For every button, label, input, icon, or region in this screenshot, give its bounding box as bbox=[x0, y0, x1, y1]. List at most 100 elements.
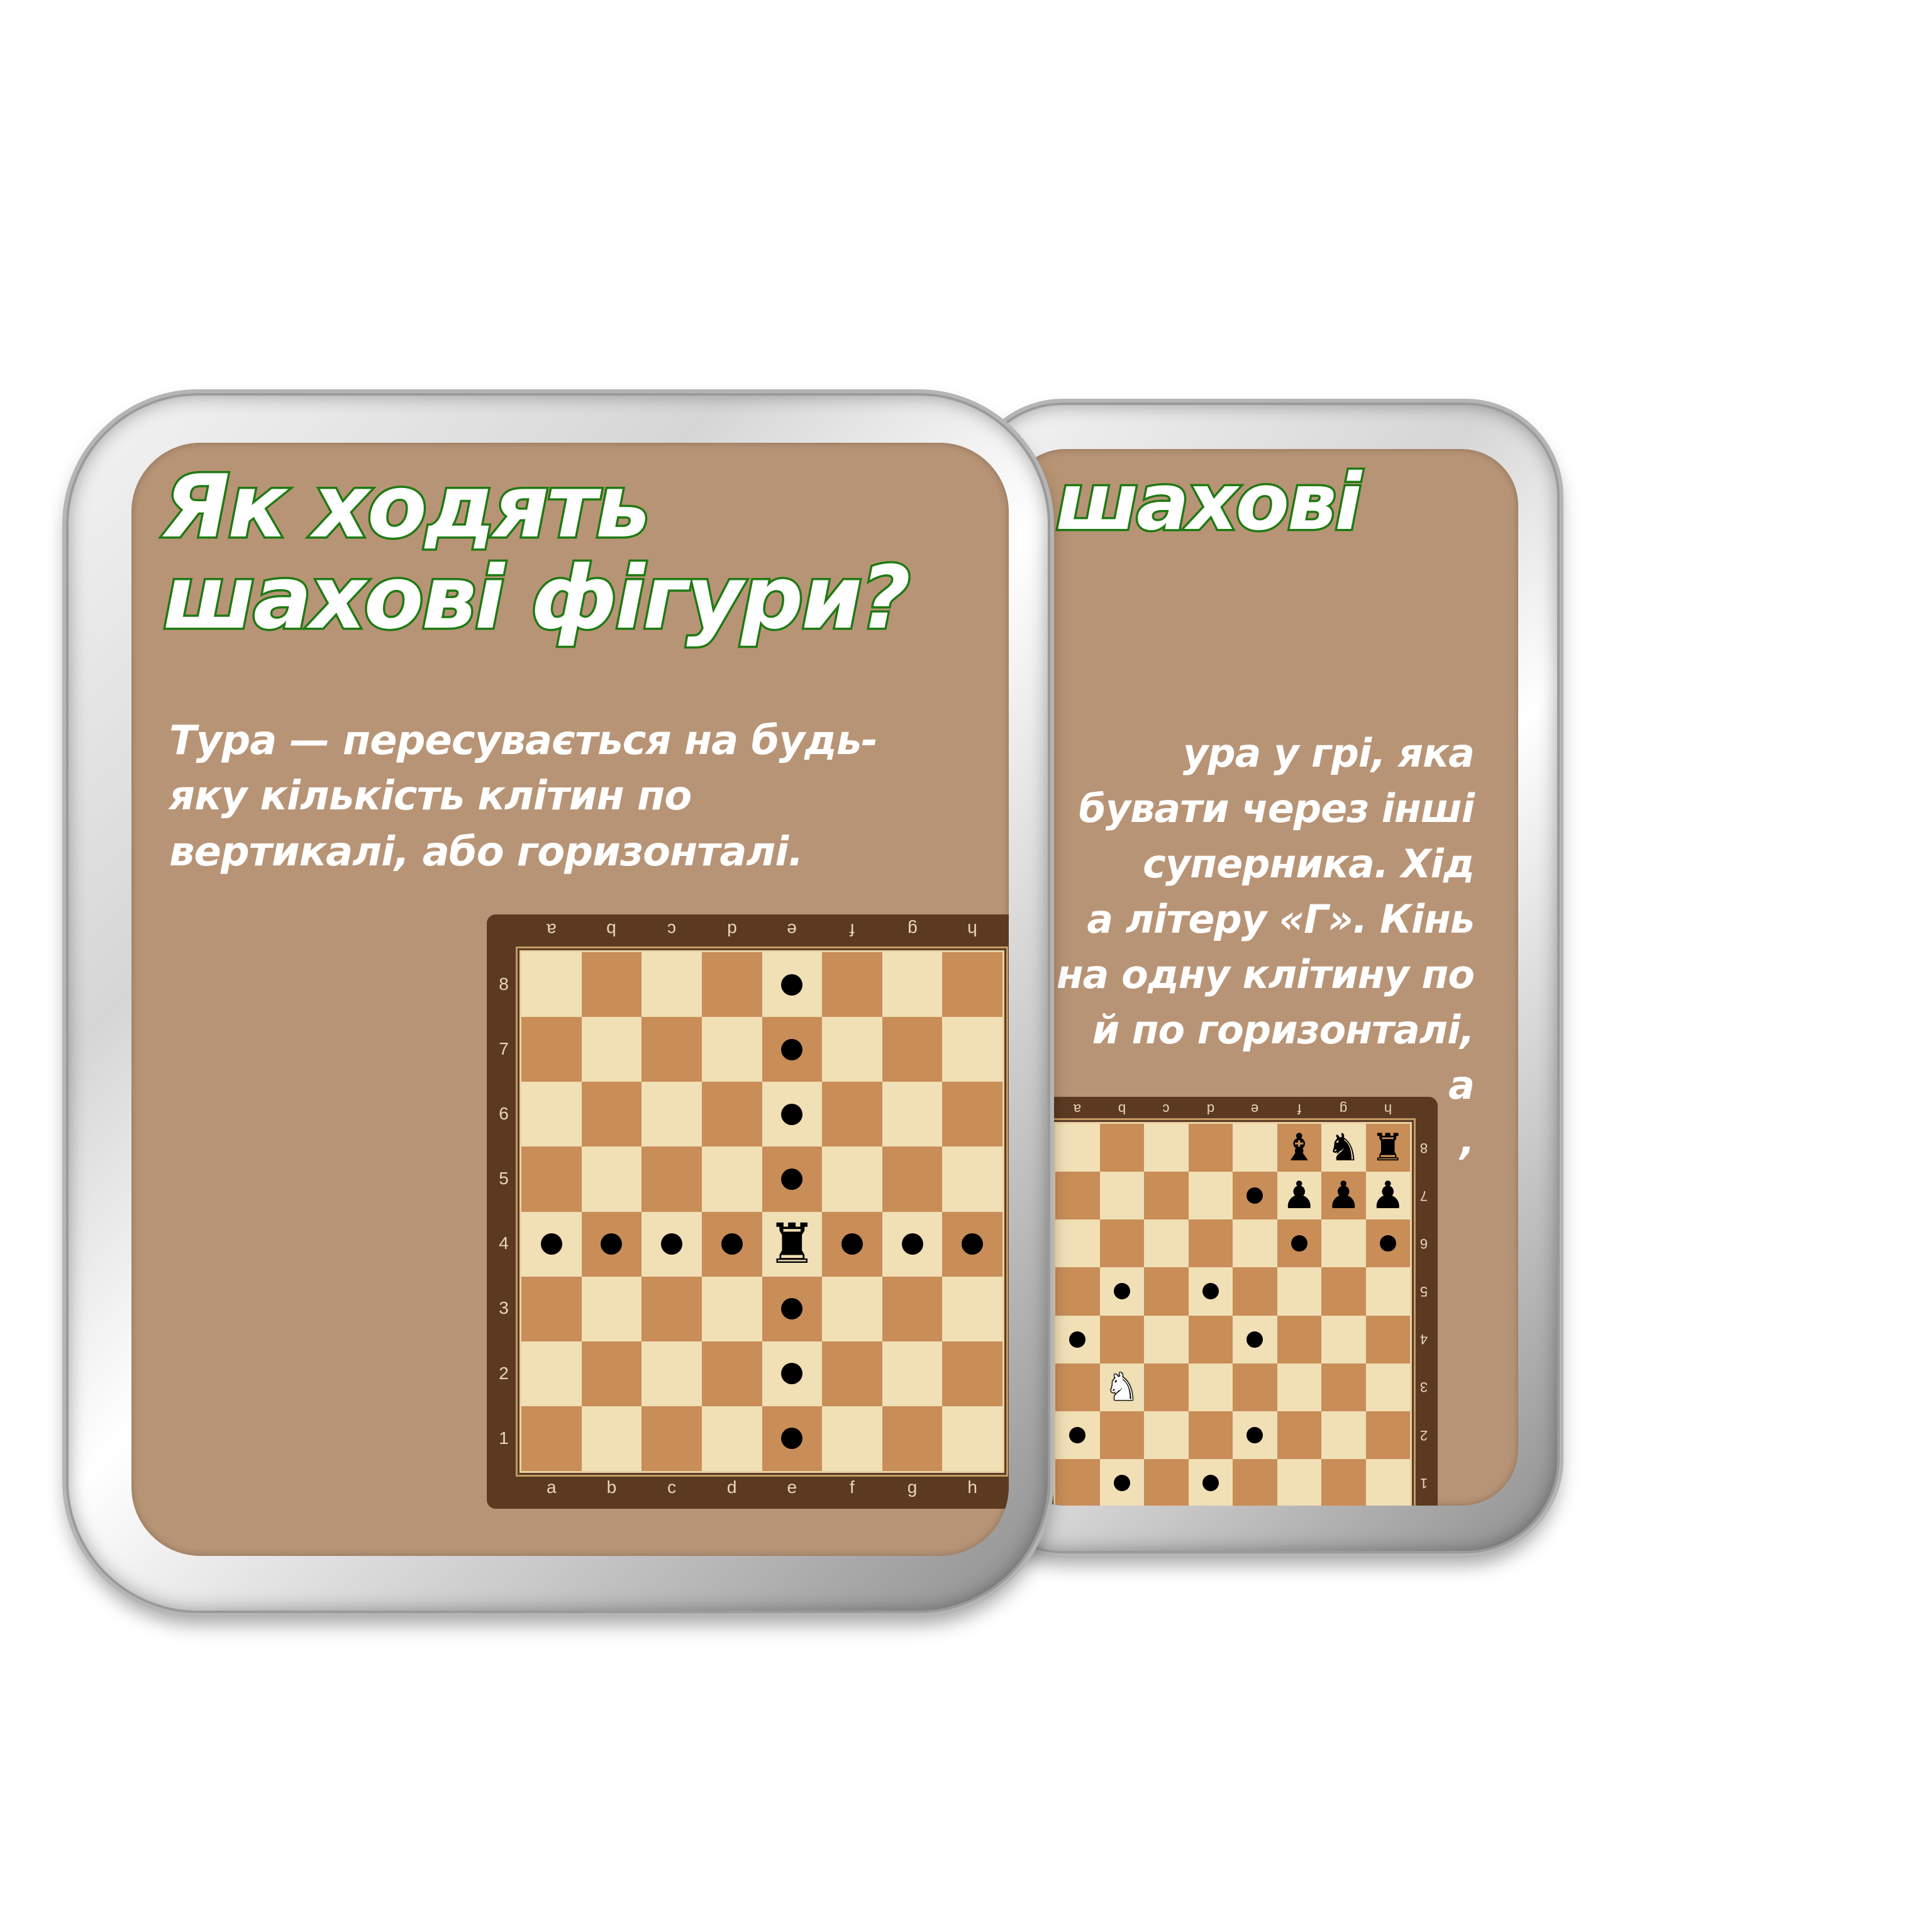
square-g1 bbox=[1321, 1458, 1366, 1506]
square-c8 bbox=[1144, 1124, 1189, 1172]
rank-label-right: 2 bbox=[1008, 1363, 1009, 1384]
rank-label-left: 2 bbox=[499, 1363, 509, 1383]
back-card-text-line: а літеру «Г». Кінь bbox=[1087, 896, 1475, 943]
move-dot bbox=[1069, 1426, 1086, 1443]
square-d4 bbox=[1188, 1315, 1233, 1363]
move-dot bbox=[1202, 1474, 1219, 1491]
square-a2 bbox=[521, 1341, 582, 1406]
square-h2 bbox=[942, 1341, 1002, 1406]
square-d2 bbox=[1188, 1411, 1233, 1459]
rank-label-right: 6 bbox=[1008, 1104, 1009, 1124]
square-d5 bbox=[701, 1146, 762, 1212]
square-a5 bbox=[521, 1146, 582, 1212]
move-dot bbox=[781, 1298, 803, 1320]
move-dot bbox=[721, 1233, 743, 1255]
square-h5 bbox=[942, 1146, 1002, 1212]
move-dot bbox=[1246, 1426, 1263, 1443]
square-e1 bbox=[1233, 1458, 1277, 1506]
square-d7 bbox=[1188, 1172, 1233, 1220]
move-dot bbox=[540, 1233, 562, 1255]
square-b7 bbox=[1099, 1172, 1144, 1220]
square-g8 bbox=[882, 952, 943, 1018]
rank-label-left: 6 bbox=[499, 1104, 509, 1123]
square-d4 bbox=[701, 1211, 762, 1277]
back-card-text-line: й по горизонталі, bbox=[1092, 1007, 1475, 1053]
file-label-bottom: f bbox=[850, 1477, 855, 1497]
square-f4 bbox=[822, 1211, 882, 1277]
square-e6 bbox=[1233, 1219, 1277, 1268]
square-h8 bbox=[942, 952, 1002, 1018]
square-f3 bbox=[822, 1276, 882, 1341]
back-card-text-line: суперника. Хід bbox=[1143, 841, 1475, 887]
square-b6 bbox=[581, 1082, 642, 1147]
square-g6 bbox=[1321, 1219, 1366, 1268]
square-b6 bbox=[1099, 1219, 1144, 1268]
back-card-face: ть шахові ура у грі, яка бувати через ін… bbox=[1009, 449, 1518, 1506]
move-dot bbox=[781, 1038, 803, 1060]
square-d1 bbox=[701, 1406, 762, 1471]
square-a4 bbox=[1055, 1315, 1100, 1363]
square-c5 bbox=[641, 1146, 702, 1212]
square-d3 bbox=[1188, 1363, 1233, 1411]
white-knight-icon: ♞ bbox=[1104, 1365, 1139, 1409]
black-knight-icon: ♞ bbox=[1326, 1126, 1361, 1170]
rank-label-right: 8 bbox=[1419, 1140, 1428, 1156]
rank-label-right: 5 bbox=[1419, 1284, 1428, 1300]
square-g4 bbox=[882, 1211, 943, 1277]
move-dot bbox=[901, 1233, 923, 1255]
square-g3 bbox=[1321, 1363, 1366, 1411]
move-dot bbox=[781, 1168, 803, 1190]
square-b2 bbox=[581, 1341, 642, 1406]
square-f6 bbox=[822, 1082, 882, 1147]
square-d7 bbox=[701, 1017, 762, 1082]
square-e3 bbox=[762, 1276, 823, 1341]
black-rook-icon: ♜ bbox=[767, 1211, 817, 1277]
square-e7 bbox=[762, 1017, 823, 1082]
back-card-text-line: , bbox=[1460, 1118, 1475, 1164]
move-dot bbox=[781, 1103, 803, 1125]
front-card-title: Як ходять шахові фігури? bbox=[161, 456, 913, 648]
square-g2 bbox=[882, 1341, 943, 1406]
square-b8 bbox=[581, 952, 642, 1018]
front-card[interactable]: Як ходять шахові фігури? Тура — пересува… bbox=[66, 393, 1050, 1613]
back-card-text: ура у грі, яка бувати через інші суперни… bbox=[1009, 726, 1475, 1169]
square-a1 bbox=[1055, 1458, 1100, 1506]
file-label-bottom: g bbox=[907, 1477, 918, 1497]
square-c7 bbox=[1144, 1172, 1189, 1220]
square-d8 bbox=[1188, 1124, 1233, 1172]
move-dot bbox=[781, 974, 803, 996]
square-a3 bbox=[1055, 1363, 1100, 1411]
rank-label-right: 4 bbox=[1419, 1331, 1428, 1348]
rank-label-right: 3 bbox=[1008, 1298, 1009, 1318]
square-b1 bbox=[1099, 1458, 1144, 1506]
chessboard-grid: ♝ ♞ ♜ ♟ ♟ ♟ ♞ bbox=[1055, 1124, 1410, 1506]
square-e6 bbox=[762, 1082, 823, 1147]
move-dot bbox=[1246, 1331, 1263, 1348]
file-label-top: b bbox=[1118, 1101, 1126, 1117]
file-label-top: f bbox=[850, 920, 855, 940]
square-c2 bbox=[1144, 1411, 1189, 1459]
rank-label-right: 7 bbox=[1008, 1039, 1009, 1059]
square-c7 bbox=[641, 1017, 702, 1082]
square-g5 bbox=[1321, 1267, 1366, 1316]
move-dot bbox=[781, 1428, 803, 1450]
square-d6 bbox=[1188, 1219, 1233, 1268]
square-g3 bbox=[882, 1276, 943, 1341]
back-card-text-line: на одну клітину по bbox=[1056, 952, 1475, 998]
square-c6 bbox=[641, 1082, 702, 1147]
move-dot bbox=[1202, 1283, 1219, 1300]
move-dot bbox=[601, 1233, 623, 1255]
square-b3: ♞ bbox=[1099, 1363, 1144, 1411]
move-dot bbox=[1291, 1235, 1307, 1252]
square-f5 bbox=[1277, 1267, 1321, 1316]
square-c4 bbox=[641, 1211, 702, 1277]
square-e1 bbox=[762, 1406, 823, 1471]
rank-label-right: 1 bbox=[1008, 1428, 1009, 1448]
square-h3 bbox=[942, 1276, 1002, 1341]
square-h8: ♜ bbox=[1365, 1124, 1410, 1172]
square-g7: ♟ bbox=[1321, 1172, 1366, 1220]
back-card-text-line: бувати через інші bbox=[1079, 786, 1475, 832]
move-dot bbox=[1246, 1187, 1263, 1204]
square-h7 bbox=[942, 1017, 1002, 1082]
back-card[interactable]: ть шахові ура у грі, яка бувати через ін… bbox=[969, 402, 1560, 1553]
